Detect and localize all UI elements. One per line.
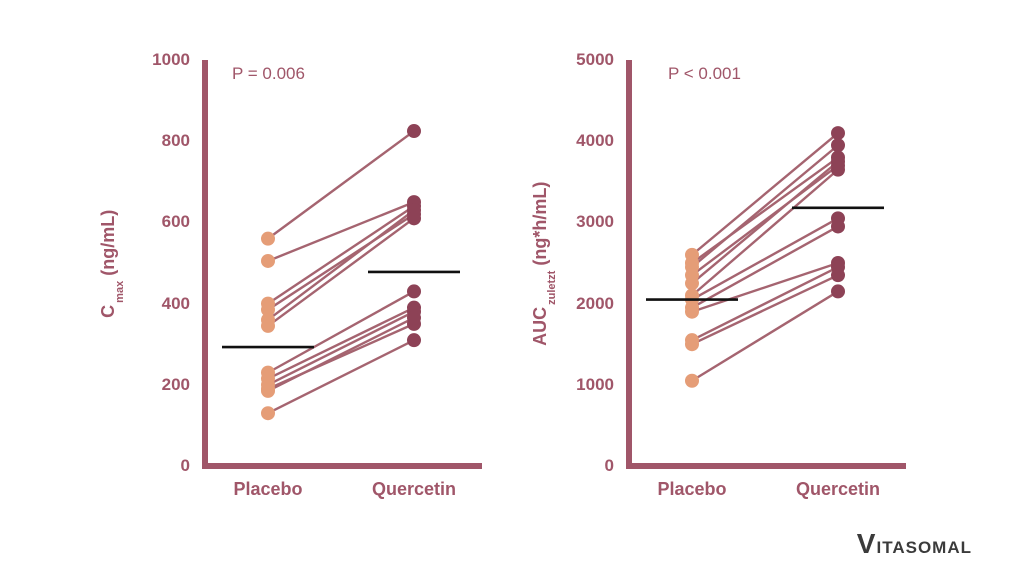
pair-line xyxy=(691,225,839,309)
y-axis-title-unit: (ng/mL) xyxy=(98,209,119,281)
pair-line xyxy=(691,261,839,313)
pair-line xyxy=(267,339,415,415)
y-tick-label: 1000 xyxy=(152,50,190,69)
pair-line xyxy=(267,316,415,392)
y-tick-label: 600 xyxy=(161,212,190,232)
auc-plot xyxy=(626,60,906,469)
y-axis-title-main: AUC xyxy=(530,306,551,346)
placebo-dot xyxy=(685,304,699,319)
quercetin-dot xyxy=(831,284,845,299)
y-axis-ticks-auc: 0 1000 2000 3000 4000 5000 xyxy=(550,50,614,480)
pair-line xyxy=(267,200,415,263)
pair-line xyxy=(691,156,839,264)
pair-line xyxy=(691,274,839,346)
quercetin-dot xyxy=(831,162,845,177)
y-tick-label: 200 xyxy=(161,374,190,394)
placebo-dot xyxy=(261,406,275,421)
pair-line xyxy=(691,290,839,382)
y-tick-label: 3000 xyxy=(576,212,614,232)
pair-line xyxy=(267,306,415,380)
y-axis-title-unit: (ng*h/mL) xyxy=(530,181,551,271)
pair-line xyxy=(267,205,415,305)
pair-line xyxy=(267,290,415,374)
pair-line xyxy=(267,217,415,327)
quercetin-dot xyxy=(831,268,845,283)
placebo-dot xyxy=(685,373,699,388)
quercetin-dot xyxy=(407,284,421,299)
pair-line xyxy=(267,209,415,321)
placebo-dot xyxy=(261,231,275,246)
pair-line xyxy=(691,168,839,297)
logo-first-letter: V xyxy=(856,528,877,559)
pair-line xyxy=(267,130,415,240)
pair-line xyxy=(691,217,839,301)
y-axis-title-subscript: max xyxy=(113,280,126,303)
quercetin-dot xyxy=(831,219,845,234)
quercetin-dot xyxy=(407,333,421,348)
placebo-dot xyxy=(261,383,275,398)
pair-line xyxy=(267,213,415,311)
logo-rest: ITASOMAL xyxy=(876,538,972,557)
quercetin-dot xyxy=(407,310,421,325)
p-value-label-cmax: P = 0.006 xyxy=(232,64,305,83)
pair-line xyxy=(691,265,839,342)
quercetin-dot xyxy=(407,211,421,226)
y-tick-label: 400 xyxy=(161,293,190,313)
pair-line xyxy=(691,160,839,285)
y-tick-label: 800 xyxy=(161,131,190,151)
p-value-label-auc: P < 0.001 xyxy=(668,64,741,83)
y-tick-label: 5000 xyxy=(576,50,614,69)
y-tick-label: 0 xyxy=(604,456,614,475)
y-tick-label: 1000 xyxy=(576,374,614,394)
pair-line xyxy=(691,144,839,268)
y-axis-title-main: C xyxy=(98,304,119,318)
placebo-dot xyxy=(261,318,275,333)
quercetin-dot xyxy=(407,124,421,139)
x-category-placebo: Placebo xyxy=(657,479,727,499)
vitasomal-logo: VITASOMAL xyxy=(857,528,972,560)
y-axis-title-cmax: Cmax (ng/mL) xyxy=(98,114,126,414)
placebo-dot xyxy=(685,337,699,352)
y-tick-label: 4000 xyxy=(576,131,614,151)
y-tick-label: 2000 xyxy=(576,293,614,313)
pair-line xyxy=(267,310,415,386)
y-axis-ticks-cmax: 0 200 400 600 800 1000 xyxy=(126,50,190,480)
placebo-dot xyxy=(685,276,699,291)
cmax-plot xyxy=(202,60,482,469)
pair-line xyxy=(691,132,839,256)
x-category-placebo: Placebo xyxy=(233,479,303,499)
quercetin-dot xyxy=(831,138,845,153)
placebo-dot xyxy=(261,302,275,317)
placebo-dot xyxy=(261,253,275,268)
y-tick-label: 0 xyxy=(180,456,190,475)
quercetin-dot xyxy=(831,126,845,141)
pair-line xyxy=(691,164,839,277)
x-category-quercetin: Quercetin xyxy=(371,479,457,499)
x-category-quercetin: Quercetin xyxy=(795,479,881,499)
